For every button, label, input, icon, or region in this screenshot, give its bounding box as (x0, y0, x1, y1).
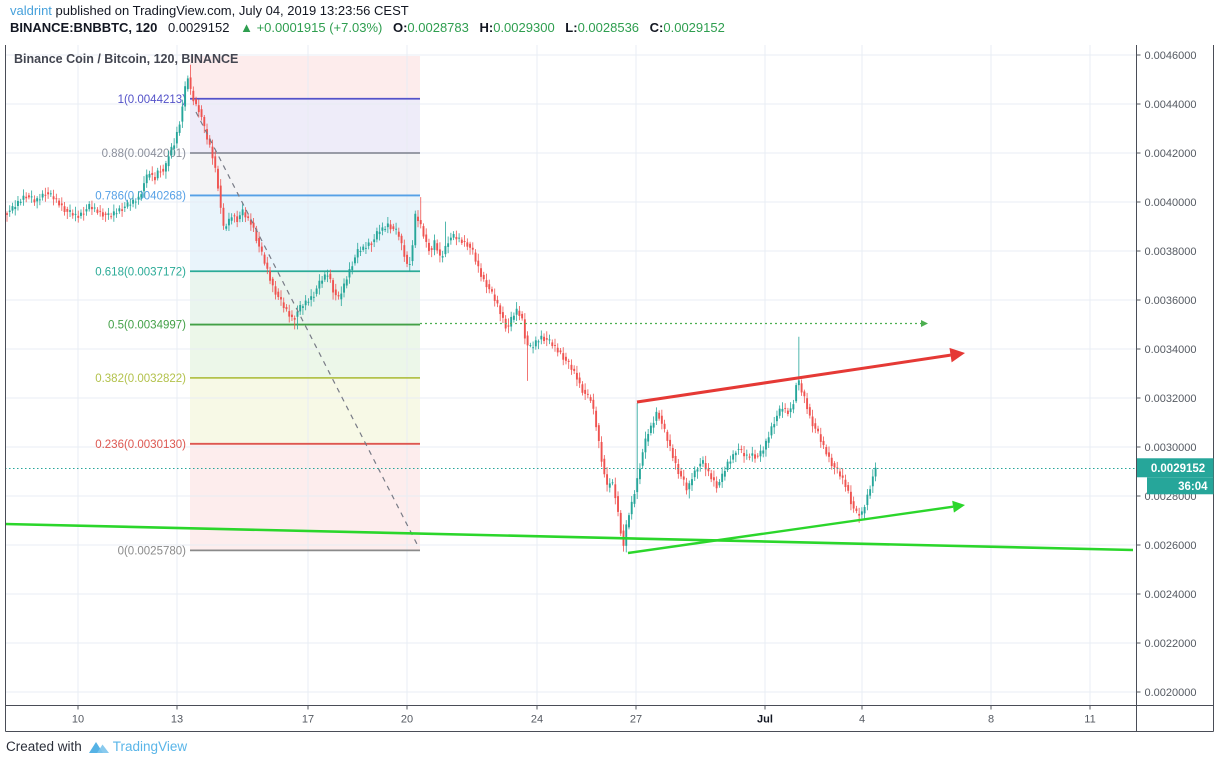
svg-text:0.0026000: 0.0026000 (1145, 540, 1197, 552)
svg-text:17: 17 (302, 714, 314, 726)
last-price: 0.0029152 (167, 20, 230, 35)
svg-text:13: 13 (171, 714, 183, 726)
support-green-line[interactable] (4, 522, 1134, 552)
open-value: 0.0028783 (407, 20, 469, 35)
svg-text:36:04: 36:04 (1178, 481, 1208, 493)
svg-text:0.0046000: 0.0046000 (1145, 50, 1197, 62)
svg-text:4: 4 (859, 714, 865, 726)
tradingview-brand-link[interactable]: TradingView (112, 739, 188, 754)
open-label: O: (392, 20, 408, 35)
countdown-badge: 36:04 (1147, 477, 1214, 495)
high-value: 0.0029300 (493, 20, 555, 35)
svg-text:8: 8 (988, 714, 994, 726)
svg-text:1(0.0044213): 1(0.0044213) (118, 94, 187, 106)
svg-text:0.0022000: 0.0022000 (1145, 638, 1197, 650)
svg-text:Jul: Jul (757, 714, 773, 726)
fib-bands (190, 56, 420, 551)
tradingview-logo-icon (88, 742, 109, 753)
axes (5, 45, 1214, 732)
symbol-name: BINANCE:BNBBTC, 120 (10, 20, 158, 35)
svg-text:27: 27 (630, 714, 642, 726)
svg-text:0.88(0.0042001): 0.88(0.0042001) (102, 148, 187, 160)
low-value: 0.0028536 (577, 20, 640, 35)
footer: Created with TradingView (6, 739, 187, 754)
fibonacci-retracement[interactable]: 1(0.0044213)0.88(0.0042001)0.786(0.00402… (95, 94, 420, 558)
rising-green-arrow[interactable] (627, 505, 954, 555)
low-label: L: (565, 20, 578, 35)
svg-text:10: 10 (72, 714, 84, 726)
svg-text:0.0032000: 0.0032000 (1145, 393, 1197, 405)
current-price-badge: 0.0029152 (1137, 458, 1214, 478)
up-triangle-icon: ▲ (240, 20, 253, 35)
svg-text:0.0029152: 0.0029152 (1151, 463, 1205, 475)
svg-text:0(0.0025780): 0(0.0025780) (118, 545, 187, 557)
svg-text:0.0024000: 0.0024000 (1145, 589, 1197, 601)
time-axis[interactable]: 10 13 17 20 24 27 Jul 4 8 11 (72, 705, 1096, 726)
svg-text:0.0038000: 0.0038000 (1145, 246, 1197, 258)
candles (6, 64, 877, 553)
close-label: C: (649, 20, 664, 35)
svg-text:0.382(0.0032822): 0.382(0.0032822) (95, 373, 186, 385)
fib05-dotted-extension-arrow-head[interactable] (921, 320, 928, 327)
high-label: H: (479, 20, 494, 35)
svg-text:0.236(0.0030130): 0.236(0.0030130) (95, 439, 186, 451)
price-axis[interactable]: 0.0046000 0.0044000 0.0042000 0.0040000 0.00… (1136, 50, 1197, 699)
svg-text:11: 11 (1084, 714, 1095, 726)
red-trendline-arrow-head[interactable] (949, 347, 965, 363)
svg-text:0.0044000: 0.0044000 (1145, 99, 1197, 111)
close-value: 0.0029152 (663, 20, 725, 35)
svg-text:24: 24 (531, 714, 543, 726)
created-with-text: Created with (6, 739, 82, 754)
svg-text:0.5(0.0034997): 0.5(0.0034997) (108, 320, 186, 332)
svg-text:0.0040000: 0.0040000 (1145, 197, 1197, 209)
svg-text:0.0034000: 0.0034000 (1145, 344, 1197, 356)
svg-text:0.0020000: 0.0020000 (1145, 687, 1197, 699)
red-trendline-arrow[interactable] (636, 353, 951, 404)
svg-text:0.0042000: 0.0042000 (1145, 148, 1197, 160)
svg-text:0.0036000: 0.0036000 (1145, 295, 1197, 307)
drawings (4, 111, 1136, 555)
price-change: +0.0001915 (+7.03%) (256, 20, 383, 35)
downtrend-dashed-line[interactable] (195, 111, 420, 549)
publish-info-line: valdrint published on TradingView.com, J… (10, 3, 409, 18)
chart-title: Binance Coin / Bitcoin, 120, BINANCE (14, 52, 239, 66)
username-link[interactable]: valdrint (10, 3, 52, 18)
publish-text: published on TradingView.com, July 04, 2… (51, 3, 409, 18)
svg-text:0.0030000: 0.0030000 (1145, 442, 1197, 454)
svg-text:0.618(0.0037172): 0.618(0.0037172) (95, 266, 186, 278)
rising-green-arrow-head[interactable] (952, 500, 965, 513)
symbol-info-line: BINANCE:BNBBTC, 120 0.0029152 ▲ +0.00019… (10, 20, 725, 35)
svg-text:20: 20 (401, 714, 413, 726)
